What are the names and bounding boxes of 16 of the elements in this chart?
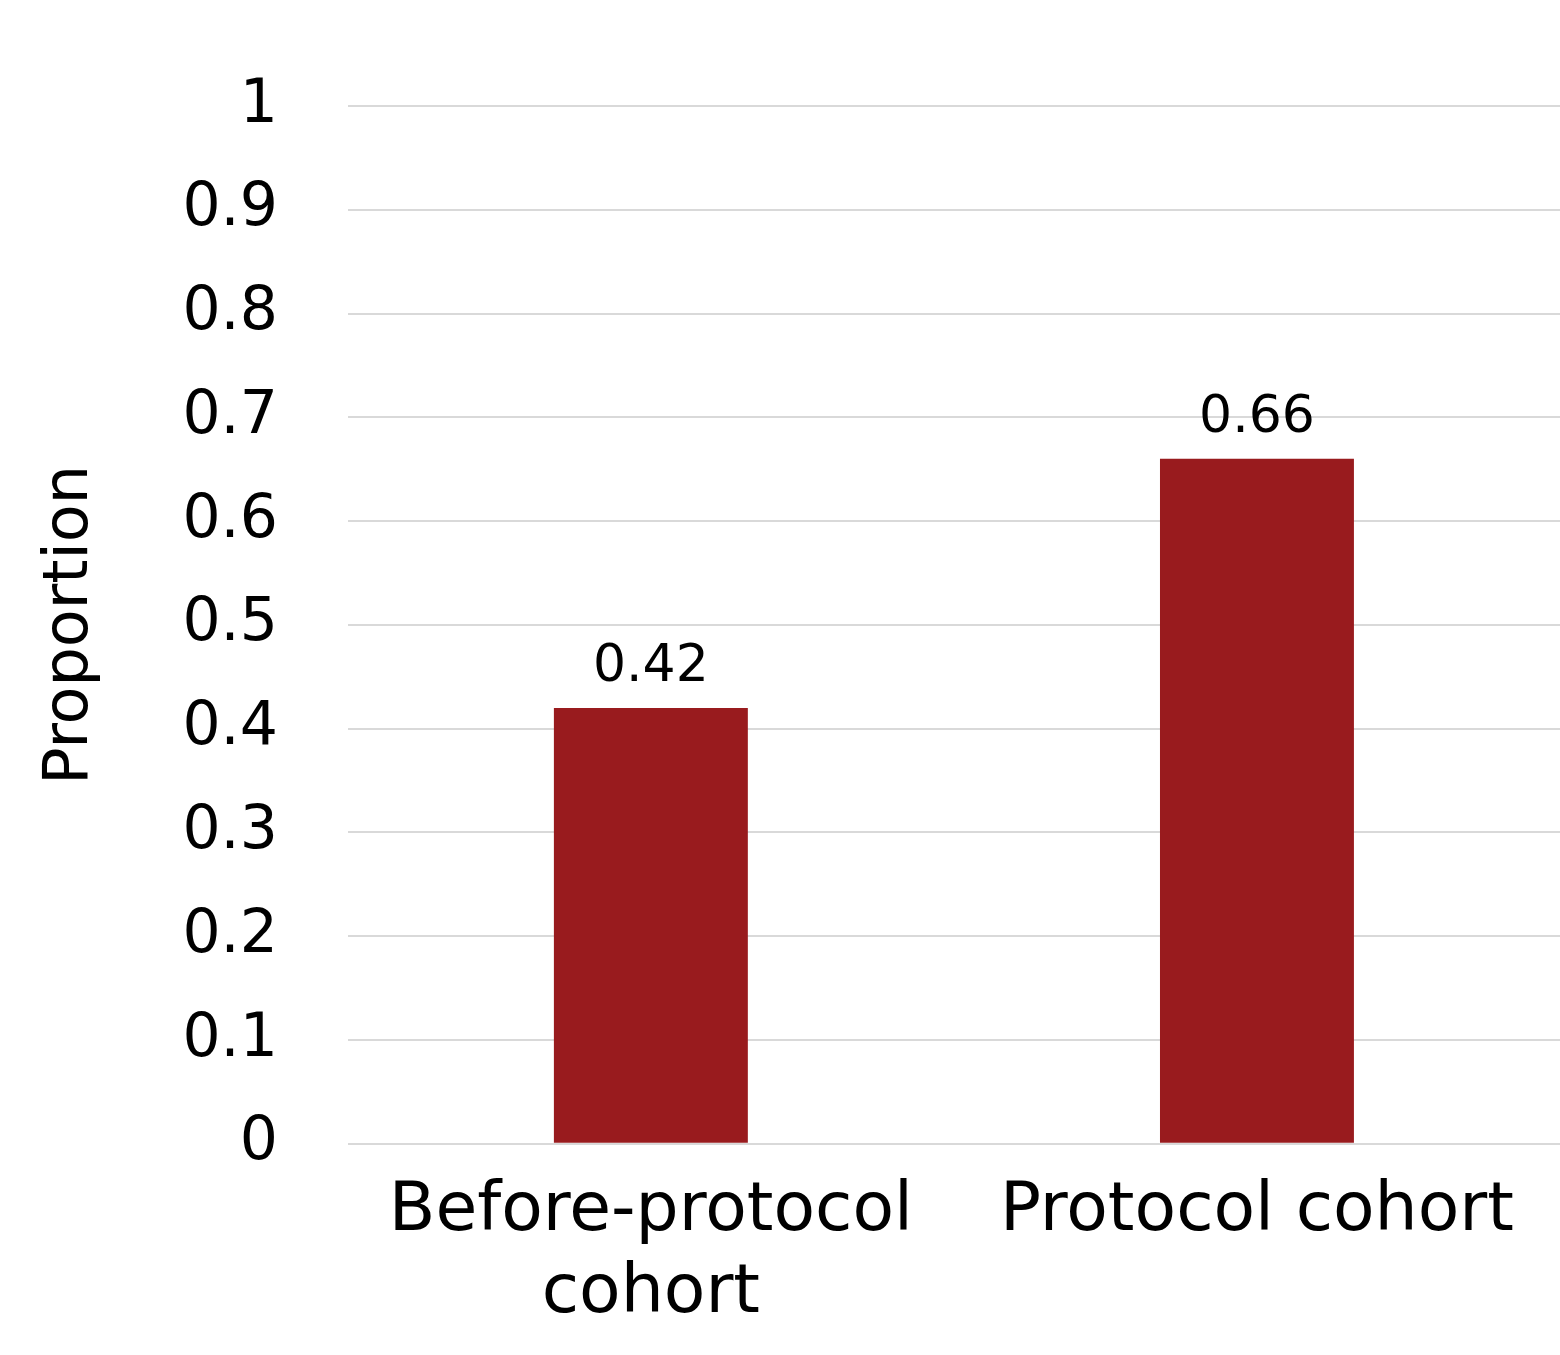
y-tick-label: 0.3 xyxy=(182,792,278,863)
data-label: 0.66 xyxy=(1199,384,1315,445)
y-axis-title: Proportion xyxy=(29,464,103,785)
y-tick-label: 0.5 xyxy=(182,584,278,655)
y-tick-label: 0.6 xyxy=(182,480,278,551)
data-label: 0.42 xyxy=(592,633,709,694)
y-tick-label: 0.8 xyxy=(182,273,278,344)
y-tick-label: 0.2 xyxy=(182,895,278,966)
y-tick-label: 0.9 xyxy=(182,169,278,240)
y-tick-label: 0.1 xyxy=(182,999,278,1070)
y-tick-label: 0.4 xyxy=(182,688,278,759)
y-tick-label: 1 xyxy=(239,65,278,136)
x-tick-label: Before-protocol cohort xyxy=(388,1167,913,1328)
y-tick-label: 0 xyxy=(239,1103,278,1174)
y-tick-label: 0.7 xyxy=(182,376,278,447)
x-tick-label: Protocol cohort xyxy=(999,1167,1514,1247)
